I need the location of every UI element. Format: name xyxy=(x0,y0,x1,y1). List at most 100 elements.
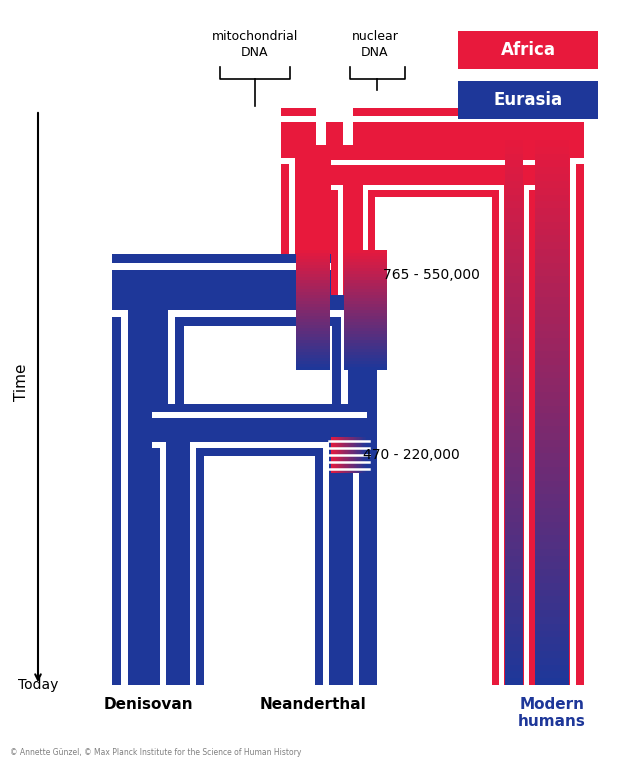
Bar xyxy=(344,271,362,274)
Bar xyxy=(152,418,367,442)
Bar xyxy=(505,576,523,583)
Bar xyxy=(296,364,330,367)
Bar xyxy=(505,549,523,555)
Bar xyxy=(349,307,387,310)
Bar xyxy=(331,437,332,473)
Bar xyxy=(535,467,569,474)
Bar xyxy=(505,168,523,174)
Bar xyxy=(344,256,362,259)
Bar xyxy=(349,274,387,277)
Bar xyxy=(505,147,523,154)
Bar xyxy=(344,349,362,352)
Bar xyxy=(535,637,569,644)
Bar xyxy=(349,277,387,280)
Bar xyxy=(534,140,570,685)
Bar xyxy=(296,349,330,352)
Bar xyxy=(505,555,523,562)
Text: Eurasia: Eurasia xyxy=(493,91,563,109)
Bar xyxy=(349,268,387,271)
Bar xyxy=(535,623,569,630)
Bar xyxy=(505,433,523,440)
Bar xyxy=(340,437,341,473)
Bar xyxy=(296,298,330,301)
Bar xyxy=(535,487,569,494)
Bar xyxy=(316,90,326,145)
Bar xyxy=(505,651,523,658)
Bar xyxy=(528,140,576,685)
Bar xyxy=(296,304,330,307)
Bar xyxy=(336,437,337,473)
Bar xyxy=(296,271,330,274)
Bar xyxy=(333,437,335,473)
Bar xyxy=(296,325,330,328)
Bar xyxy=(505,474,523,480)
Bar xyxy=(535,617,569,623)
Bar xyxy=(535,529,569,536)
Bar xyxy=(344,265,362,268)
Bar xyxy=(323,430,359,685)
Bar xyxy=(349,349,387,352)
Bar xyxy=(315,430,367,685)
Bar xyxy=(186,328,330,685)
Bar xyxy=(112,270,404,310)
Bar xyxy=(344,325,362,328)
Text: nuclear
DNA: nuclear DNA xyxy=(352,30,398,59)
Bar xyxy=(504,175,524,685)
Bar xyxy=(505,529,523,536)
Bar xyxy=(505,604,523,610)
Bar xyxy=(344,313,362,316)
Bar xyxy=(296,313,330,316)
Bar xyxy=(296,280,330,283)
Bar xyxy=(505,440,523,447)
Bar xyxy=(535,658,569,665)
Bar xyxy=(361,437,362,473)
Text: Modern
humans: Modern humans xyxy=(518,697,586,729)
Bar xyxy=(349,289,387,292)
Bar xyxy=(505,317,523,324)
Bar xyxy=(349,295,387,298)
Bar xyxy=(349,301,387,304)
Bar xyxy=(505,454,523,461)
Bar xyxy=(342,437,343,473)
Bar xyxy=(357,437,358,473)
Bar xyxy=(505,304,523,311)
Bar xyxy=(535,365,569,372)
Bar xyxy=(349,334,387,337)
Bar xyxy=(458,31,598,69)
Bar xyxy=(354,437,355,473)
Bar xyxy=(505,426,523,433)
Bar xyxy=(296,337,330,340)
Bar xyxy=(535,536,569,542)
Bar xyxy=(535,508,569,515)
Bar xyxy=(349,310,387,313)
Bar xyxy=(121,290,175,685)
Bar xyxy=(344,253,362,256)
Bar xyxy=(349,364,387,367)
Bar xyxy=(112,254,404,326)
Bar xyxy=(535,154,569,161)
Bar xyxy=(296,307,330,310)
Bar xyxy=(281,108,584,172)
Bar xyxy=(296,292,330,295)
Bar xyxy=(505,208,523,215)
Bar xyxy=(296,259,330,262)
Bar xyxy=(347,174,518,685)
Bar xyxy=(344,334,362,337)
Bar xyxy=(364,437,365,473)
Bar xyxy=(349,271,387,274)
Bar xyxy=(289,140,337,310)
Bar xyxy=(166,430,190,685)
Bar xyxy=(344,367,362,370)
Bar xyxy=(377,199,490,685)
Bar xyxy=(344,316,362,319)
Bar xyxy=(296,328,330,331)
Bar xyxy=(344,289,362,292)
Bar xyxy=(535,215,569,222)
Bar xyxy=(332,437,333,473)
Bar xyxy=(535,569,569,576)
Bar xyxy=(535,597,569,604)
Bar xyxy=(349,286,387,289)
Bar xyxy=(344,295,362,298)
Bar xyxy=(296,367,330,370)
Bar xyxy=(346,437,348,473)
